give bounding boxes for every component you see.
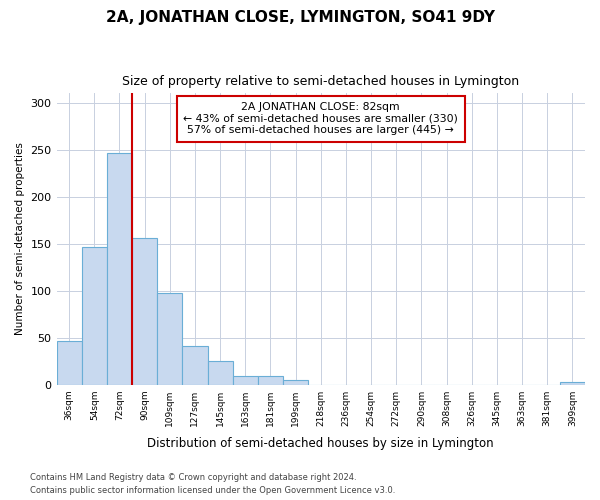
Bar xyxy=(283,380,308,384)
Text: Contains HM Land Registry data © Crown copyright and database right 2024.
Contai: Contains HM Land Registry data © Crown c… xyxy=(30,474,395,495)
Bar xyxy=(560,382,585,384)
Bar xyxy=(182,346,208,385)
Text: 2A, JONATHAN CLOSE, LYMINGTON, SO41 9DY: 2A, JONATHAN CLOSE, LYMINGTON, SO41 9DY xyxy=(106,10,494,25)
Text: 2A JONATHAN CLOSE: 82sqm
← 43% of semi-detached houses are smaller (330)
57% of : 2A JONATHAN CLOSE: 82sqm ← 43% of semi-d… xyxy=(184,102,458,136)
Bar xyxy=(132,238,157,384)
Bar xyxy=(56,342,82,384)
X-axis label: Distribution of semi-detached houses by size in Lymington: Distribution of semi-detached houses by … xyxy=(148,437,494,450)
Bar xyxy=(82,248,107,384)
Bar xyxy=(208,361,233,384)
Y-axis label: Number of semi-detached properties: Number of semi-detached properties xyxy=(15,142,25,336)
Bar xyxy=(233,376,258,384)
Bar xyxy=(107,154,132,384)
Bar xyxy=(157,294,182,384)
Title: Size of property relative to semi-detached houses in Lymington: Size of property relative to semi-detach… xyxy=(122,75,520,88)
Bar xyxy=(258,376,283,384)
